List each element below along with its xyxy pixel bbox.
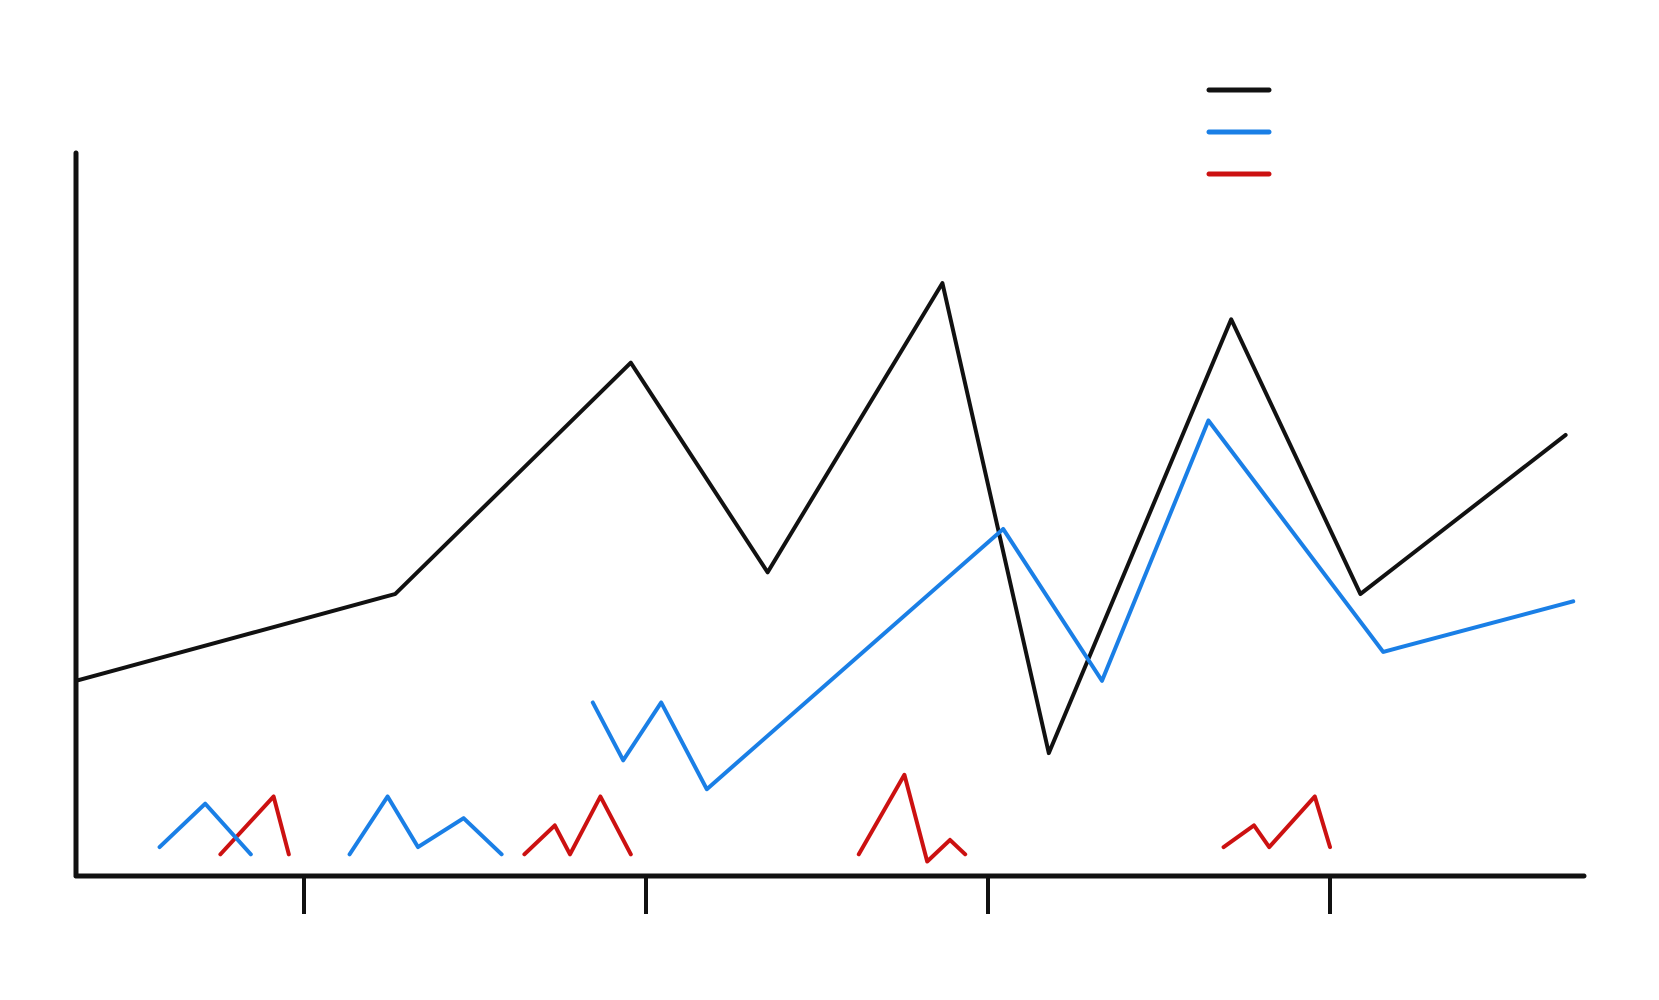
series-3-segment-1 <box>347 794 504 857</box>
x-tick-layer <box>302 876 1332 914</box>
series-1-line <box>590 418 1576 792</box>
series-2-segment-0 <box>218 794 291 857</box>
series-0-line <box>74 281 1568 756</box>
series-2-segment-2 <box>856 772 968 864</box>
legend <box>1206 87 1272 177</box>
series-3-segment-0 <box>157 801 253 857</box>
series-2-segment-3 <box>1221 794 1332 850</box>
series-2-segment-1 <box>522 794 633 857</box>
series-layer <box>74 281 1576 864</box>
